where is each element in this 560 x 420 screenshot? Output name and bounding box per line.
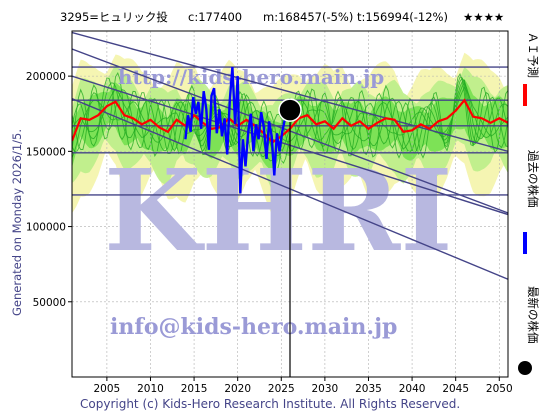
legend-dot [518,361,532,375]
forecast-path-line [72,71,508,173]
watermark-email: info@kids-hero.main.jp [110,314,397,340]
legend-label: ＡＩ予測 [526,32,540,78]
legend-label: 過去の株価 [526,150,540,208]
x-tick-label: 2025 [268,383,295,395]
trend-line [72,31,508,153]
x-tick-label: 2010 [137,383,164,395]
watermark-khri: KHRI [104,146,453,277]
past-price-series [184,67,286,194]
y-tick-label: 200000 [26,71,66,83]
header-mid: m:168457(-5%) [263,10,353,24]
x-tick-label: 2045 [442,383,469,395]
legend-label: 最新の株価 [526,286,540,344]
copyright: Copyright (c) Kids-Hero Research Institu… [80,397,460,411]
x-tick-label: 2040 [399,383,426,395]
y-tick-label: 50000 [33,297,66,309]
watermarks: http://kids-hero.main.jp KHRI info@kids-… [104,65,453,340]
x-tick-label: 2020 [224,383,251,395]
header-current: c:177400 [188,10,242,24]
x-axis-ticks: 2005 2010 2015 2020 2025 2030 2035 2040 2045 2050 [94,377,513,395]
x-tick-label: 2030 [312,383,339,395]
latest-marker-group [278,98,302,377]
past-price-line [184,67,286,194]
y-tick-label: 150000 [26,146,66,158]
header-target: t:156994(-12%) [357,10,448,24]
header-code: 3295=ヒュリック投 [60,10,168,24]
x-tick-label: 2035 [355,383,382,395]
x-tick-label: 2050 [486,383,513,395]
x-tick-label: 2015 [181,383,208,395]
header-stars: ★★★★ [463,10,504,24]
latest-price-marker [278,98,302,122]
watermark-url: http://kids-hero.main.jp [118,65,384,89]
y-tick-label: 100000 [26,222,66,234]
x-tick-label: 2005 [94,383,121,395]
y-axis-ticks: 50000 100000 150000 200000 [26,71,72,309]
generated-label: Generated on Monday 2026/1/5. [10,129,24,316]
plot-frame [71,30,509,378]
